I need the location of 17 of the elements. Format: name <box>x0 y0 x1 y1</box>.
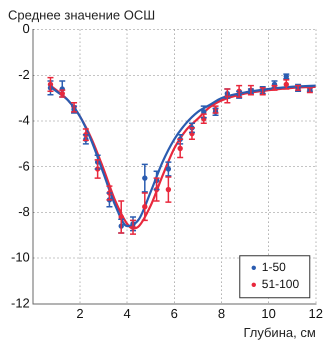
chart-title: Среднее значение ОСШ <box>8 7 156 22</box>
x-tick-label: 4 <box>124 306 131 322</box>
x-tick-label: 12 <box>308 306 324 322</box>
y-tick-label: -8 <box>18 204 30 219</box>
x-tick-label: 8 <box>218 306 226 322</box>
x-tick-label: 2 <box>76 306 84 322</box>
y-tick-label: -10 <box>10 250 30 265</box>
y-tick-label: -12 <box>10 295 30 310</box>
y-tick-label: 0 <box>22 21 30 36</box>
x-tick-label: 6 <box>170 306 178 322</box>
y-tick-label: -4 <box>18 112 30 128</box>
x-tick-label: 10 <box>261 306 276 322</box>
y-tick-label: -2 <box>18 66 30 82</box>
legend-label: 51-100 <box>262 277 300 292</box>
y-tick-label: -6 <box>18 158 30 174</box>
legend-label: 1-50 <box>262 260 286 274</box>
x-axis-title: Глубина, см <box>243 324 316 340</box>
